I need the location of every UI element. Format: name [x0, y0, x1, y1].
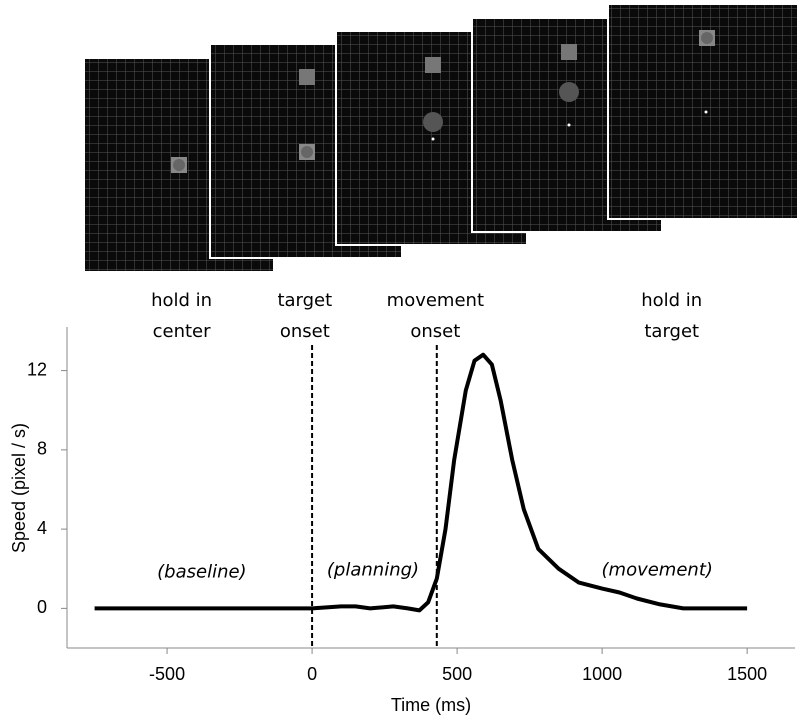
- phase-label: movement: [387, 290, 484, 311]
- phase-label: center: [153, 321, 212, 342]
- x-tick-label: -500: [149, 664, 185, 684]
- screens: [83, 3, 799, 273]
- x-tick-label: 500: [442, 664, 472, 684]
- x-tick-label: 1500: [727, 664, 767, 684]
- period-label: (baseline): [157, 562, 246, 583]
- phase-label: onset: [280, 321, 330, 342]
- phase-label: onset: [410, 321, 460, 342]
- screen: [607, 3, 799, 220]
- x-axis-label: Time (ms): [391, 695, 471, 715]
- x-tick-label: 0: [307, 664, 317, 684]
- period-label: (planning): [327, 560, 419, 581]
- phase-label: target: [277, 290, 332, 311]
- x-tick-label: 1000: [582, 664, 622, 684]
- phase-label: hold in: [151, 290, 212, 311]
- phase-label: target: [644, 321, 699, 342]
- y-tick-label: 12: [27, 359, 47, 379]
- y-tick-label: 8: [37, 439, 47, 459]
- y-tick-label: 4: [37, 518, 47, 538]
- y-tick-label: 0: [37, 597, 47, 617]
- y-axis-label: Speed (pixel / s): [9, 423, 29, 553]
- speed-line: [94, 352, 748, 613]
- phase-label: hold in: [641, 290, 702, 311]
- period-label: (movement): [602, 560, 713, 581]
